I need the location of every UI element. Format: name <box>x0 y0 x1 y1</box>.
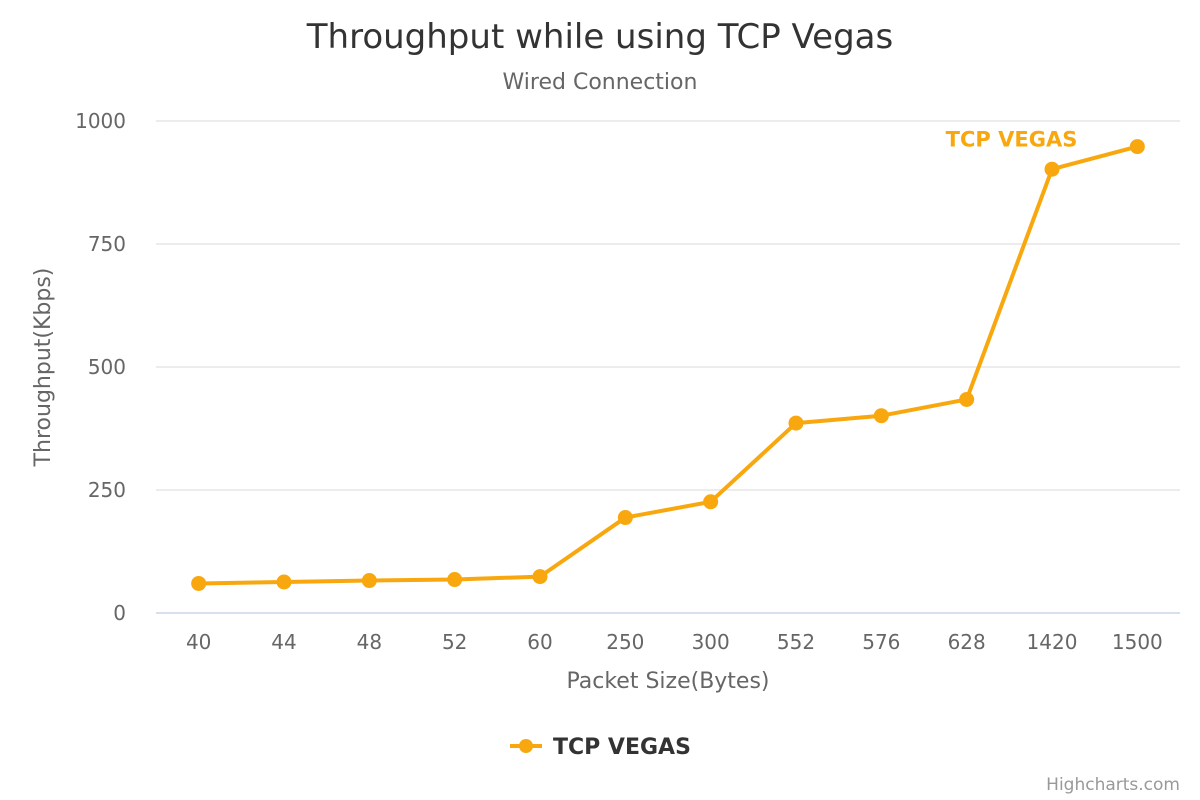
x-tick-label: 628 <box>948 630 986 654</box>
data-point[interactable] <box>361 573 377 589</box>
legend-item-tcp-vegas[interactable]: TCP VEGAS <box>510 735 691 760</box>
data-point[interactable] <box>873 408 889 424</box>
credits-link[interactable]: Highcharts.com <box>1046 775 1180 795</box>
data-point[interactable] <box>703 494 719 510</box>
series-label: TCP VEGAS <box>946 128 1078 152</box>
x-tick-label: 1420 <box>1027 630 1078 654</box>
data-point[interactable] <box>276 574 292 590</box>
y-tick-label: 750 <box>88 232 126 256</box>
chart-title: Throughput while using TCP Vegas <box>306 17 893 57</box>
data-point[interactable] <box>788 415 804 431</box>
y-axis: 0 250 500 750 1000 <box>75 109 126 625</box>
x-axis-title: Packet Size(Bytes) <box>566 669 769 694</box>
series-line <box>196 144 1140 586</box>
data-point[interactable] <box>617 510 633 526</box>
y-tick-label: 250 <box>88 478 126 502</box>
chart-subtitle: Wired Connection <box>503 70 698 95</box>
series-tcp-vegas: TCP VEGAS <box>191 128 1145 591</box>
x-tick-label: 576 <box>862 630 900 654</box>
legend-label: TCP VEGAS <box>553 735 691 760</box>
data-point[interactable] <box>959 391 975 407</box>
x-tick-label: 1500 <box>1112 630 1163 654</box>
y-tick-label: 500 <box>88 355 126 379</box>
data-point[interactable] <box>1044 161 1060 177</box>
y-axis-title: Throughput(Kbps) <box>31 268 56 468</box>
grid-lines <box>156 120 1180 491</box>
x-axis: 40 44 48 52 60 250 300 552 576 628 1420 1500 <box>156 612 1180 654</box>
x-tick-label: 48 <box>357 630 382 654</box>
x-tick-label: 60 <box>527 630 552 654</box>
x-tick-label: 300 <box>692 630 730 654</box>
legend-dot-marker <box>519 739 533 753</box>
x-tick-label: 40 <box>186 630 211 654</box>
x-tick-label: 250 <box>606 630 644 654</box>
y-tick-label: 1000 <box>75 109 126 133</box>
data-point[interactable] <box>532 569 548 585</box>
x-tick-label: 552 <box>777 630 815 654</box>
x-tick-label: 44 <box>271 630 296 654</box>
y-tick-label: 0 <box>113 601 126 625</box>
data-point[interactable] <box>447 572 463 588</box>
data-point[interactable] <box>191 575 207 591</box>
data-point[interactable] <box>1129 139 1145 155</box>
x-tick-label: 52 <box>442 630 467 654</box>
